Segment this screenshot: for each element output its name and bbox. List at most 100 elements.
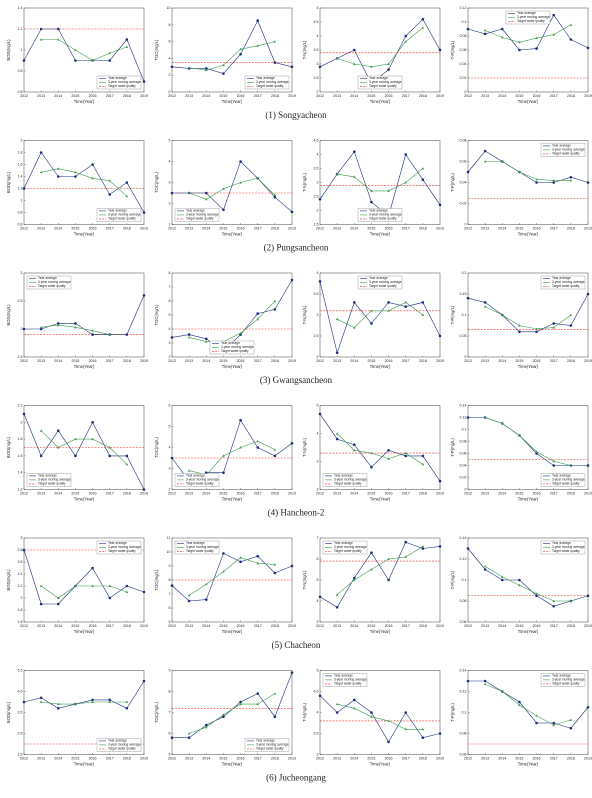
y-tick-label: 3	[169, 341, 171, 345]
legend-label: Year average	[552, 276, 571, 280]
x-tick-label: 2012	[168, 226, 176, 230]
legend-label: Target water quality	[186, 482, 214, 486]
chart: 1.5 2.5 3.5 4.5 5.5 2012 2013 2014 2015 2016 2017 2…	[6, 668, 148, 766]
legend-box	[357, 208, 403, 222]
x-tick-label: 2015	[515, 491, 523, 495]
legend-label: Target water quality	[334, 549, 362, 553]
chart: 3 3.5 4 4.5 5 2012 2013 2014 2015 2016 2017 2018 201…	[302, 668, 444, 766]
chart: 5 6 7 8 9 10 11 2012 2013 2014 2015 2016 2017 2018 201…	[154, 536, 296, 634]
x-tick-label: 2018	[567, 756, 575, 760]
x-tick-label: 2019	[584, 491, 592, 495]
point-marker	[56, 596, 60, 599]
point-marker	[421, 17, 425, 21]
y-tick-label: 1.8	[18, 150, 23, 154]
x-tick-label: 2019	[288, 226, 296, 230]
x-tick-label: 2015	[71, 94, 79, 98]
legend-label: Target water quality	[108, 549, 136, 553]
x-tick-label: 2018	[567, 94, 575, 98]
x-tick-label: 2018	[419, 359, 427, 363]
point-marker	[91, 700, 94, 703]
x-tick-label: 2013	[185, 359, 193, 363]
chart: 0 2 4 6 8 10 2012 2013 2014 2015 2016 2017 2018 2019 T…	[154, 6, 296, 104]
y-tick-label: 5	[169, 313, 171, 317]
legend-box	[322, 673, 368, 687]
y-tick-label: 0.12	[460, 6, 467, 10]
point-marker	[204, 340, 208, 343]
point-marker	[74, 175, 77, 178]
legend-box	[322, 540, 368, 555]
point-marker	[170, 584, 174, 587]
point-marker	[187, 594, 191, 597]
series-line	[23, 151, 145, 213]
point-marker	[404, 305, 408, 308]
series-line	[41, 168, 128, 197]
x-tick-label: 2016	[89, 94, 97, 98]
point-marker	[500, 160, 504, 163]
y-axis-label: BOD(mg/L)	[6, 436, 11, 458]
y-tick-label: 9	[169, 668, 171, 672]
point-marker	[204, 337, 208, 341]
chart: 2 3 4 5 6 2012 2013 2014 2015 2016 2017 2018 2019 Tim…	[154, 403, 296, 501]
x-tick-label: 2017	[254, 624, 262, 628]
legend-label: Target water quality	[552, 549, 580, 553]
point-marker	[352, 175, 356, 178]
y-axis-label: BOD(mg/L)	[6, 304, 11, 326]
point-marker	[125, 45, 129, 48]
point-marker	[586, 594, 590, 598]
point-marker	[273, 454, 277, 458]
legend-label: Target water quality	[256, 84, 284, 88]
point-marker	[187, 599, 191, 603]
legend-label: Year average	[108, 209, 127, 213]
x-tick-label: 2018	[271, 359, 279, 363]
series-line	[468, 680, 589, 729]
legend-box	[96, 75, 142, 90]
point-marker	[387, 68, 390, 71]
point-marker	[91, 176, 94, 180]
x-tick-label: 2014	[350, 756, 358, 760]
y-tick-label: 4	[317, 710, 319, 714]
point-marker	[125, 707, 129, 710]
x-tick-label: 2016	[237, 624, 245, 628]
y-tick-label: 0.06	[460, 752, 467, 756]
point-marker	[56, 702, 60, 706]
point-marker	[39, 27, 43, 31]
plot-frame	[23, 537, 145, 623]
point-marker	[352, 62, 356, 65]
point-marker	[335, 317, 339, 321]
plot-frame	[319, 405, 441, 490]
y-tick-label: 10	[167, 6, 171, 10]
point-marker	[108, 59, 112, 62]
point-marker	[239, 702, 242, 706]
point-marker	[421, 545, 425, 548]
y-tick-label: 0.08	[460, 731, 467, 735]
point-marker	[318, 280, 322, 283]
x-tick-label: 2014	[350, 491, 358, 495]
legend-label: Year average	[552, 541, 571, 545]
point-marker	[91, 698, 94, 702]
y-tick-label: 6	[169, 731, 171, 735]
legend-label: 3-year moving average	[369, 80, 402, 84]
y-tick-label: 5	[317, 668, 319, 672]
point-marker	[335, 437, 339, 441]
y-axis-label: BOD(mg/L)	[6, 569, 11, 591]
point-marker	[125, 194, 129, 198]
y-tick-label: 7	[169, 710, 171, 714]
x-tick-label: 2018	[567, 359, 575, 363]
point-marker	[404, 40, 408, 43]
point-marker	[552, 326, 556, 329]
y-tick-label: 1.6	[18, 454, 23, 458]
point-marker	[352, 448, 356, 452]
y-tick-label: 2.5	[18, 731, 23, 735]
point-marker	[256, 554, 260, 558]
x-tick-label: 2012	[464, 94, 472, 98]
y-tick-label: 2	[21, 327, 23, 331]
point-marker	[466, 170, 470, 174]
y-axis-label: BOD(mg/L)	[6, 39, 11, 61]
y-axis-label: T-N(mg/L)	[302, 172, 307, 191]
y-tick-label: 0.1	[462, 710, 467, 714]
x-tick-label: 2018	[271, 756, 279, 760]
chart: 2 2.5 3 3.5 4 4.5 5 2012 2013 2014 2015 2016 2017 201…	[302, 6, 444, 104]
x-tick-label: 2013	[333, 491, 341, 495]
x-tick-label: 2019	[140, 359, 148, 363]
